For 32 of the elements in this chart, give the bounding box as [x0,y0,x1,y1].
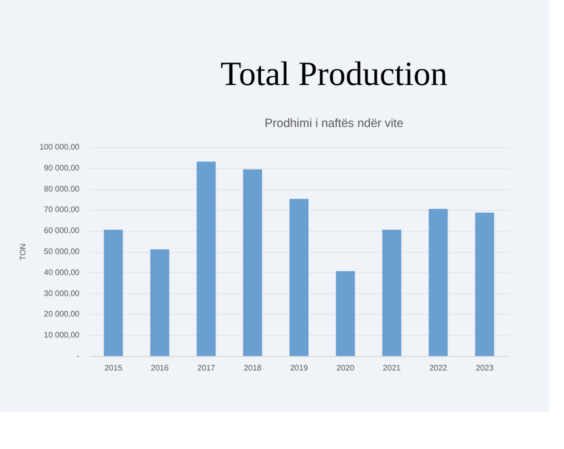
bar [290,198,308,356]
x-tick-label: 2017 [197,364,216,372]
x-tick-label: 2020 [336,364,355,372]
x-tick-label: 2021 [382,364,402,372]
x-tick-label: 2018 [244,364,262,372]
x-tick-label: 2023 [476,364,494,372]
bar [428,208,448,356]
x-tick-label: 2015 [104,364,123,372]
bar [196,162,216,356]
bar [104,230,123,356]
x-tick-label: 2022 [429,364,448,372]
y-tick-label: 40 000,00 [44,268,80,277]
y-tick-label: 90 000,00 [44,163,80,172]
y-tick-label: 30 000,00 [44,288,80,298]
bar [243,169,262,356]
bar [382,230,402,356]
bar [150,249,170,356]
y-tick-label: - [76,352,80,360]
x-tick-label: 2019 [290,364,308,372]
y-tick-label: 20 000,00 [44,310,80,319]
y-tick-label: 50 000,00 [44,247,80,256]
chart-subtitle: Prodhimi i naftës ndër vite [264,116,404,130]
bar [475,212,494,356]
y-tick-label: 60 000,00 [44,226,80,236]
y-axis-title: TON [18,243,28,260]
y-tick-label: 10 000,00 [44,330,80,340]
chart-title: Total Production [220,56,448,93]
y-tick-label: 80 000,00 [44,184,80,194]
y-tick-label: 100 000,00 [39,142,80,152]
y-tick-label: 70 000,00 [44,205,80,214]
x-tick-label: 2016 [150,364,170,372]
bar [336,271,355,356]
